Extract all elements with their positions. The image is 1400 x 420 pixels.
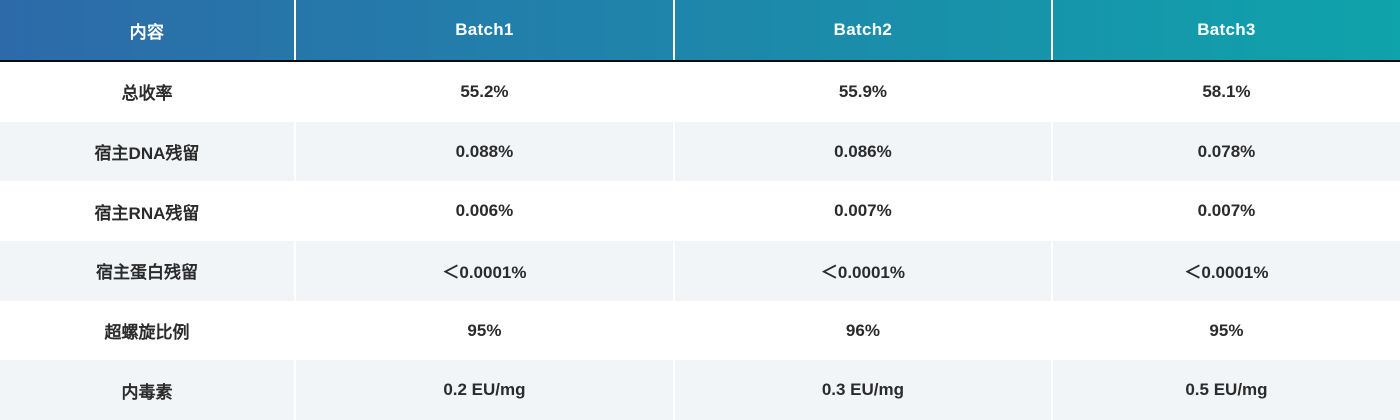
table-row: 内毒素 0.2 EU/mg 0.3 EU/mg 0.5 EU/mg	[0, 360, 1400, 420]
row-label: 宿主蛋白残留	[0, 241, 296, 301]
row-value-batch3: 0.007%	[1197, 201, 1256, 221]
row-value-batch1: 0.088%	[296, 121, 675, 182]
header-cell-batch2: Batch2	[675, 0, 1053, 60]
row-label: 总收率	[0, 62, 296, 122]
table-row: 总收率 55.2% 55.9% 58.1%	[0, 62, 1400, 122]
row-value-batch3: 58.1%	[1202, 81, 1251, 101]
header-cell-content: 内容	[0, 0, 296, 60]
row-value-batch3: 95%	[1209, 320, 1244, 340]
row-label: 宿主RNA残留	[0, 181, 296, 242]
header-cell-batch1: Batch1	[296, 0, 675, 60]
row-value-batch3: 0.078%	[1197, 141, 1256, 161]
table-row: 宿主RNA残留 0.006% 0.007% 0.007%	[0, 181, 1400, 242]
table-row: 宿主蛋白残留 ＜0.0001% ＜0.0001% ＜0.0001%	[0, 241, 1400, 301]
table-row: 超螺旋比例 95% 96% 95%	[0, 300, 1400, 361]
row-value-batch2: 96%	[675, 300, 1053, 361]
row-value-batch2: 0.086%	[675, 121, 1053, 182]
row-value-batch2: 55.9%	[675, 62, 1053, 122]
row-label: 内毒素	[0, 360, 296, 420]
row-value-batch2: 0.3 EU/mg	[675, 360, 1053, 420]
row-label: 超螺旋比例	[0, 300, 296, 361]
row-value-batch1: 95%	[296, 300, 675, 361]
row-value-batch1: 0.006%	[296, 181, 675, 242]
row-value-batch3: ＜0.0001%	[1184, 263, 1269, 283]
table-body: 总收率 55.2% 55.9% 58.1% 宿主DNA残留 0.088% 0.086% 0.0…	[0, 62, 1400, 420]
table-header-row: 内容 Batch1 Batch2 Batch3	[0, 0, 1400, 62]
header-cell-batch3: Batch3	[1197, 20, 1256, 39]
row-value-batch2: ＜0.0001%	[675, 241, 1053, 301]
row-value-batch3: 0.5 EU/mg	[1185, 380, 1268, 400]
row-value-batch1: 55.2%	[296, 62, 675, 122]
row-value-batch1: ＜0.0001%	[296, 241, 675, 301]
row-label: 宿主DNA残留	[0, 121, 296, 182]
table-row: 宿主DNA残留 0.088% 0.086% 0.078%	[0, 121, 1400, 182]
row-value-batch2: 0.007%	[675, 181, 1053, 242]
row-value-batch1: 0.2 EU/mg	[296, 360, 675, 420]
